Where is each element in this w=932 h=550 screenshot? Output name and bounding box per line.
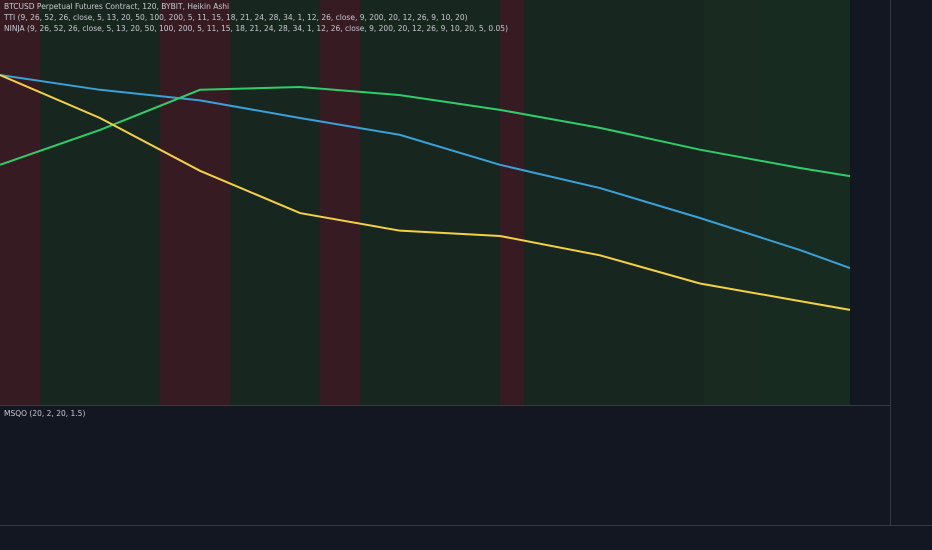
- indicator-label: TTI (9, 26, 52, 26, close, 5, 13, 20, 50…: [3, 13, 468, 22]
- zone: [40, 0, 160, 405]
- zone: [360, 0, 500, 405]
- zone: [160, 0, 230, 405]
- zone: [0, 0, 40, 405]
- moving-average: [0, 74, 851, 311]
- zone: [704, 0, 850, 405]
- zone: [524, 0, 704, 405]
- price-axis: [890, 0, 932, 525]
- zone: [500, 0, 524, 405]
- indicator-label: NINJA (9, 26, 52, 26, close, 5, 13, 20, …: [4, 24, 508, 33]
- zone: [320, 0, 360, 405]
- signal-zones: [0, 0, 850, 405]
- chart-title: BTCUSD Perpetual Futures Contract, 120, …: [4, 2, 229, 11]
- oscillator-title: MSQO (20, 2, 20, 1.5): [4, 409, 85, 418]
- moving-average: [0, 85, 851, 178]
- moving-average: [0, 74, 851, 269]
- plot: [0, 74, 851, 311]
